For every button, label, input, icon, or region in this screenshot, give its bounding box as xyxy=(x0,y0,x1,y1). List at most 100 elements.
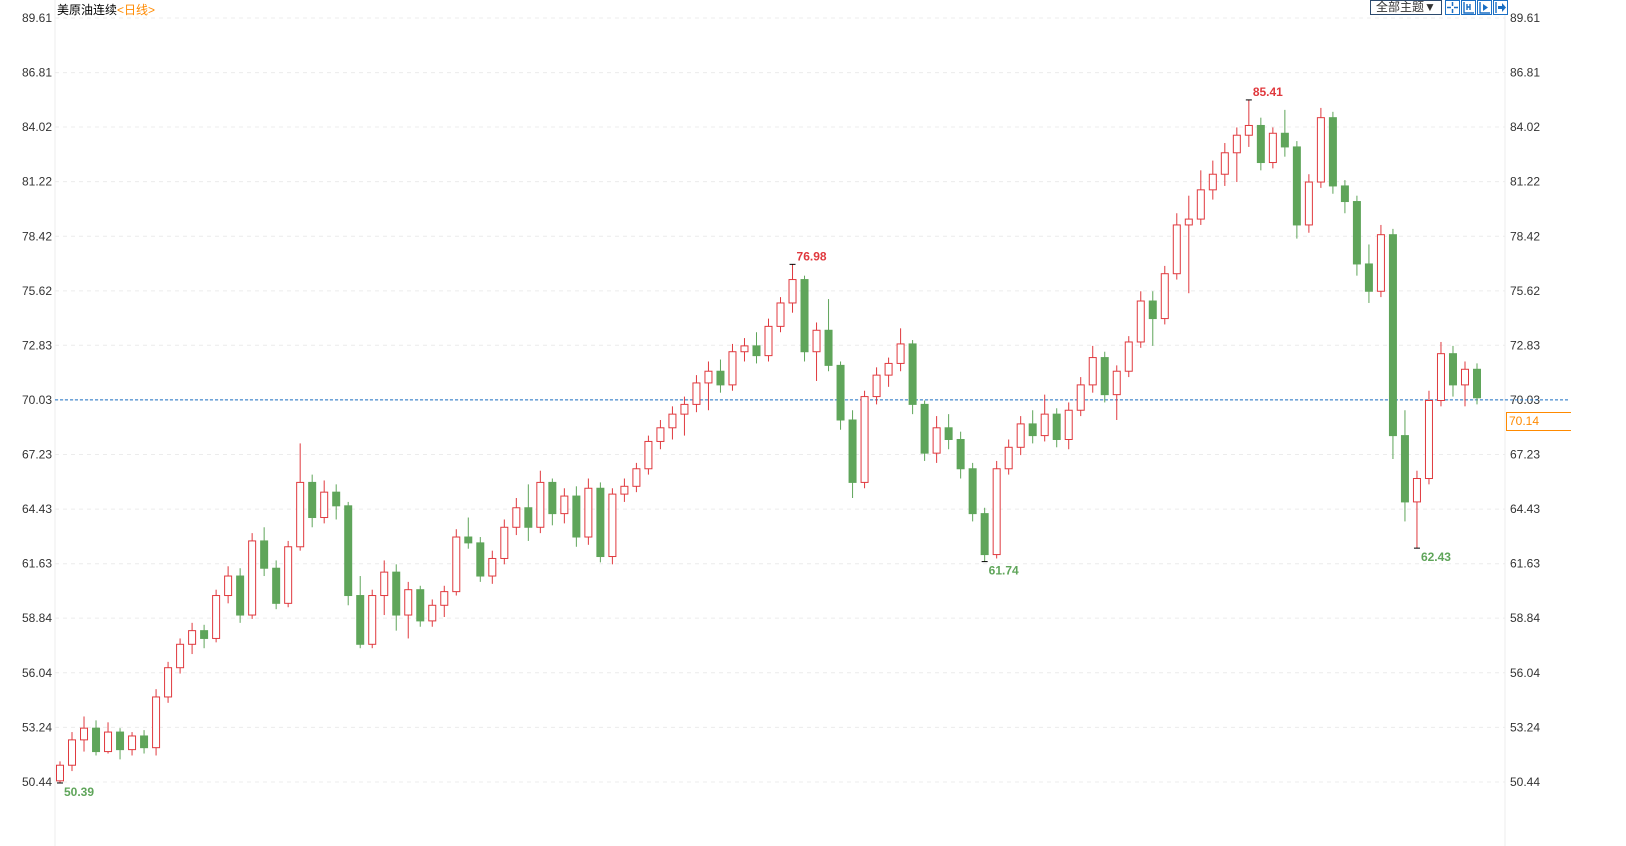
candle-down xyxy=(1148,300,1157,320)
period-selector[interactable]: <日线> xyxy=(117,3,156,17)
low-label: 50.39 xyxy=(64,785,94,799)
candle-up xyxy=(584,487,593,538)
candle-down xyxy=(920,403,929,454)
candle-up xyxy=(884,362,893,376)
candle-down xyxy=(1052,413,1061,440)
candle-up xyxy=(560,495,569,515)
candle-up xyxy=(1184,218,1193,226)
candle-up xyxy=(1016,423,1025,448)
candle-down xyxy=(332,491,341,507)
y-tick-label-right: 64.43 xyxy=(1510,502,1540,516)
candle-down xyxy=(548,481,557,515)
jump-to-end-button[interactable] xyxy=(1493,0,1508,15)
y-tick-label-right: 72.83 xyxy=(1510,338,1540,352)
candle-up xyxy=(1160,273,1169,320)
candle-down xyxy=(1100,357,1109,396)
candle-down xyxy=(848,419,857,483)
candle-up xyxy=(1460,368,1469,386)
y-tick-label-left: 72.83 xyxy=(22,338,52,352)
candle-up xyxy=(704,370,713,384)
candle-down xyxy=(572,495,581,538)
candle-up xyxy=(680,403,689,415)
y-tick-label-left: 84.02 xyxy=(22,120,52,134)
crosshair-button[interactable] xyxy=(1445,0,1460,15)
candle-up xyxy=(872,374,881,398)
candle-up xyxy=(860,396,869,483)
candle-up xyxy=(1376,234,1385,292)
candle-down xyxy=(308,481,317,519)
y-tick-label-left: 78.42 xyxy=(22,229,52,243)
y-tick-label-right: 53.24 xyxy=(1510,720,1540,734)
y-tick-label-left: 50.44 xyxy=(22,775,52,789)
candle-down xyxy=(1340,185,1349,203)
candle-up xyxy=(512,507,521,528)
candle-up xyxy=(188,630,197,645)
y-tick-label-right: 56.04 xyxy=(1510,666,1540,680)
y-tick-label-left: 56.04 xyxy=(22,666,52,680)
candle-down xyxy=(596,487,605,558)
candle-up xyxy=(1040,413,1049,437)
candle-up xyxy=(1112,370,1121,396)
candle-up xyxy=(80,727,89,741)
candle-up xyxy=(1412,478,1421,503)
candle-down xyxy=(1388,234,1397,437)
candle-up xyxy=(1064,409,1073,440)
y-tick-label-right: 75.62 xyxy=(1510,284,1540,298)
candle-down xyxy=(260,540,269,569)
candle-up xyxy=(740,345,749,353)
y-tick-label-right: 78.42 xyxy=(1510,229,1540,243)
candle-up xyxy=(368,595,377,645)
candle-down xyxy=(200,630,209,639)
candle-down xyxy=(1364,263,1373,292)
candle-down xyxy=(392,571,401,616)
candle-up xyxy=(128,735,137,751)
candle-down xyxy=(116,731,125,751)
range-zoom-button[interactable] xyxy=(1461,0,1476,15)
y-tick-label-left: 81.22 xyxy=(22,175,52,189)
candle-down xyxy=(1028,423,1037,437)
y-tick-label-right: 58.84 xyxy=(1510,611,1540,625)
candle-down xyxy=(908,343,917,405)
candle-down xyxy=(968,468,977,515)
candle-up xyxy=(536,481,545,528)
candle-down xyxy=(236,575,245,616)
candle-up xyxy=(812,329,821,353)
candle-up xyxy=(1136,300,1145,343)
candle-up xyxy=(284,546,293,604)
y-tick-label-left: 67.23 xyxy=(22,448,52,462)
candle-up xyxy=(1424,399,1433,480)
candle-up xyxy=(1304,181,1313,226)
candle-up xyxy=(1208,173,1217,191)
candle-up xyxy=(932,427,941,454)
y-tick-label-right: 84.02 xyxy=(1510,120,1540,134)
candle-down xyxy=(140,735,149,749)
candle-up xyxy=(104,731,113,753)
candle-down xyxy=(1280,132,1289,148)
candle-up xyxy=(1436,353,1445,401)
candle-up xyxy=(488,557,497,577)
candle-up xyxy=(1268,132,1277,164)
candle-up xyxy=(1004,446,1013,470)
candle-up xyxy=(644,440,653,470)
y-tick-label-left: 61.63 xyxy=(22,557,52,571)
candle-up xyxy=(1088,357,1097,386)
candle-down xyxy=(356,595,365,645)
candle-up xyxy=(728,351,737,386)
candle-down xyxy=(92,727,101,753)
play-forward-button[interactable] xyxy=(1477,0,1492,15)
theme-dropdown-button[interactable]: 全部主题▼ xyxy=(1370,0,1442,15)
jump-to-end-icon xyxy=(1495,2,1506,13)
range-zoom-icon xyxy=(1463,2,1474,14)
candle-down xyxy=(1328,117,1337,187)
y-tick-label-right: 67.23 xyxy=(1510,448,1540,462)
candle-down xyxy=(836,364,845,421)
candle-up xyxy=(320,491,329,519)
candle-up xyxy=(692,382,701,405)
candle-down xyxy=(464,536,473,544)
candle-up xyxy=(776,302,785,327)
candle-up xyxy=(1076,384,1085,411)
y-tick-label-left: 89.61 xyxy=(22,11,52,25)
candle-down xyxy=(1292,146,1301,226)
y-tick-label-right: 89.61 xyxy=(1510,11,1540,25)
